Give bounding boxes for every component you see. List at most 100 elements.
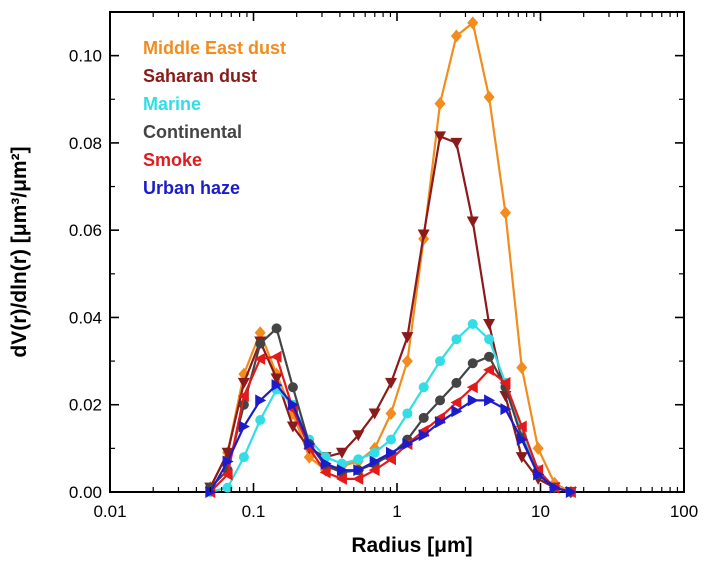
data-point-saharan-dust [515,452,528,464]
data-point-continental [271,323,282,334]
data-point-middle-east-dust [434,97,446,111]
data-point-urban-haze [353,464,365,477]
data-point-smoke [368,464,380,477]
legend-entry-smoke: Smoke [143,150,202,170]
data-point-smoke [483,363,495,376]
data-point-marine [435,356,446,367]
y-tick-label: 0.06 [69,221,102,240]
data-point-saharan-dust [417,229,430,241]
data-point-marine [418,382,429,393]
data-point-saharan-dust [270,373,283,385]
data-point-continental [418,412,429,423]
data-point-urban-haze [369,455,381,468]
tick-labels: 0.01 0.1 1 10 100 0.00 0.02 0.04 0.06 0.08 0.10 [69,47,698,521]
data-point-middle-east-dust [532,441,544,455]
data-point-smoke [221,468,233,481]
data-point-marine [484,334,495,345]
data-point-middle-east-dust [385,406,397,420]
data-point-smoke [270,350,282,363]
data-point-saharan-dust [434,131,447,143]
y-tick-label: 0.08 [69,134,102,153]
y-tick-label: 0.02 [69,396,102,415]
data-point-smoke [254,352,266,365]
data-point-smoke [450,396,462,409]
series-smoke [204,350,576,498]
data-point-urban-haze [222,455,234,468]
data-point-urban-haze [565,486,577,498]
data-point-saharan-dust [450,137,463,149]
data-point-saharan-dust [466,216,479,228]
data-point-smoke [319,466,331,479]
data-point-middle-east-dust [450,29,462,43]
data-point-continental [484,351,495,362]
data-point-saharan-dust [483,319,496,330]
data-point-urban-haze [287,398,299,411]
data-point-smoke [515,420,527,433]
data-point-marine [369,447,380,458]
series-lines [204,16,577,499]
legend-entry-saharan-dust: Saharan dust [143,66,257,86]
data-point-continental [467,358,478,369]
data-point-urban-haze [255,394,267,407]
data-point-marine [238,452,249,463]
data-point-continental [435,395,446,406]
data-point-continental [287,382,298,393]
data-point-saharan-dust [237,377,250,389]
x-tick-label: 1 [392,502,401,521]
data-point-urban-haze [500,403,512,416]
y-tick-label: 0.00 [69,483,102,502]
legend-entry-continental: Continental [143,122,242,142]
data-point-marine [467,319,478,329]
data-point-urban-haze [549,481,561,494]
legend-entry-marine: Marine [143,94,201,114]
legend-entry-urban-haze: Urban haze [143,178,240,198]
data-point-urban-haze [336,464,348,477]
x-tick-label: 10 [531,502,550,521]
data-point-marine [353,454,364,465]
data-point-middle-east-dust [401,354,413,368]
data-point-urban-haze [533,468,545,481]
data-point-saharan-dust [221,447,234,459]
data-point-urban-haze [467,394,479,407]
data-point-smoke [385,453,397,466]
data-point-continental [255,338,266,349]
data-point-urban-haze [484,394,496,407]
data-point-continental [451,377,462,388]
x-axis-title: Radius [μm] [351,534,472,557]
data-point-urban-haze [386,446,398,459]
data-point-saharan-dust [385,377,398,389]
data-point-urban-haze [304,438,316,450]
data-point-urban-haze [320,457,332,470]
data-point-urban-haze [271,379,283,392]
data-point-saharan-dust [286,421,299,433]
data-point-saharan-dust [352,430,365,442]
x-tick-label: 100 [670,502,698,521]
data-point-middle-east-dust [499,206,511,220]
data-point-saharan-dust [401,332,414,344]
axis-ticks [109,12,685,493]
data-point-middle-east-dust [254,326,266,340]
data-point-smoke [352,472,364,485]
data-point-marine [451,334,462,345]
data-point-saharan-dust [335,447,348,459]
legend: Middle East dust Saharan dust Marine Contin… [143,38,286,198]
data-point-middle-east-dust [516,361,528,375]
x-tick-label: 0.1 [242,502,266,521]
data-point-smoke [335,472,347,485]
data-point-smoke [499,376,511,389]
data-point-urban-haze [516,433,528,446]
data-point-marine [386,434,397,445]
y-tick-label: 0.04 [69,308,102,327]
data-point-urban-haze [402,438,414,450]
data-point-urban-haze [435,416,447,429]
x-tick-label: 0.01 [93,502,126,521]
data-point-middle-east-dust [483,90,495,104]
y-axis-title: dV(r)/dln(r) [μm³/μm²] [8,146,31,357]
data-point-marine [255,415,266,425]
series-urban-haze [205,379,577,498]
data-point-urban-haze [418,429,430,442]
data-point-smoke [466,381,478,394]
y-tick-label: 0.10 [69,47,102,66]
data-point-urban-haze [451,405,463,418]
